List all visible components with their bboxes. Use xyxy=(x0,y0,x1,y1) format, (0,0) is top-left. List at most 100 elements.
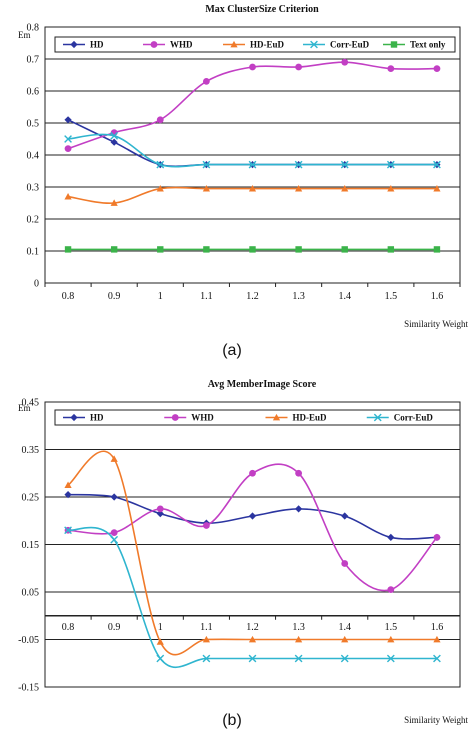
x-tick-label: 1.3 xyxy=(292,291,305,302)
data-point xyxy=(295,185,303,192)
data-point xyxy=(157,246,164,253)
x-tick-label: 0.9 xyxy=(108,291,121,302)
y-tick-label: 0.25 xyxy=(22,493,40,504)
data-point xyxy=(341,58,349,66)
data-point xyxy=(110,493,118,501)
data-point xyxy=(248,512,257,520)
series-text-only xyxy=(64,246,441,253)
legend-label: HD-EuD xyxy=(250,40,285,50)
data-point xyxy=(110,535,119,544)
legend-marker xyxy=(70,413,78,422)
data-point xyxy=(64,116,72,124)
data-point xyxy=(203,246,210,253)
data-point xyxy=(249,246,256,253)
x-tick-label: 1.1 xyxy=(200,622,213,633)
data-point xyxy=(202,160,211,169)
data-point xyxy=(156,638,164,645)
series-line xyxy=(67,450,437,656)
data-point xyxy=(341,635,349,643)
data-point xyxy=(248,654,257,663)
x-tick-label: 1.4 xyxy=(338,291,351,302)
legend-marker xyxy=(70,40,78,49)
data-point xyxy=(202,78,210,85)
data-point xyxy=(386,654,395,663)
x-tick-label: 1.2 xyxy=(246,291,259,302)
caption-a: (a) xyxy=(222,342,242,359)
y-tick-label: 0.15 xyxy=(22,540,40,551)
legend-label: HD xyxy=(90,40,104,50)
x-tick-label: 1.2 xyxy=(246,622,259,633)
series-layer xyxy=(64,450,441,669)
data-point xyxy=(64,246,72,253)
chart-title: Max ClusterSize Criterion xyxy=(205,4,319,15)
series-corr-eud xyxy=(64,131,441,169)
data-point xyxy=(433,533,441,541)
data-point xyxy=(433,654,441,663)
y-tick-label: 0.6 xyxy=(27,87,40,98)
x-tick-label: 1.6 xyxy=(431,622,444,633)
data-point xyxy=(202,522,210,529)
data-point xyxy=(387,533,395,541)
chart-b: Avg MemberImage Score Em -0.15 -0.05 0.05 0… xyxy=(18,379,468,725)
series-line xyxy=(67,119,437,168)
series-line xyxy=(67,526,437,669)
legend-entry: Text only xyxy=(383,40,446,50)
data-point xyxy=(202,635,210,643)
y-tick-label: 0.05 xyxy=(22,588,40,599)
series-hd-eud xyxy=(64,450,441,656)
legend-label: Corr-EuD xyxy=(394,413,434,423)
legend-marker xyxy=(171,414,179,421)
legend-label: HD-EuD xyxy=(293,413,328,423)
legend-marker xyxy=(150,41,158,48)
y-tick-label: 0.3 xyxy=(27,183,40,194)
data-point xyxy=(387,65,395,72)
grid xyxy=(44,401,461,688)
data-point xyxy=(249,469,256,477)
y-tick-label: 0.45 xyxy=(22,398,40,409)
data-point xyxy=(387,246,395,253)
legend-entry: HD-EuD xyxy=(265,413,328,423)
y-tick-label: 0.1 xyxy=(27,247,40,258)
data-point xyxy=(387,635,395,643)
data-point xyxy=(294,654,303,663)
data-point xyxy=(156,116,164,124)
data-point xyxy=(248,635,257,643)
data-point xyxy=(340,160,349,169)
data-point xyxy=(110,455,118,462)
y-tick-labels: -0.15 -0.05 0.05 0.15 0.25 0.35 0.45 xyxy=(18,398,39,694)
x-tick-label: 1 xyxy=(158,291,163,302)
data-point xyxy=(295,63,303,71)
y-tick-label: 0.7 xyxy=(27,55,40,66)
data-point xyxy=(249,63,256,71)
data-point xyxy=(248,185,257,192)
data-point xyxy=(295,469,303,477)
y-tick-label: -0.15 xyxy=(18,683,39,694)
x-tick-label: 1.6 xyxy=(431,291,444,302)
legend-marker xyxy=(373,413,382,422)
y-tick-labels: 0 0.1 0.2 0.3 0.4 0.5 0.6 0.7 0.8 xyxy=(27,23,40,290)
series-hd xyxy=(64,116,441,169)
x-tick-label: 1.5 xyxy=(385,291,398,302)
legend-marker xyxy=(272,413,281,421)
data-point xyxy=(340,654,349,663)
x-tick-labels: 0.8 0.9 1 1.1 1.2 1.3 1.4 1.5 1.6 xyxy=(62,291,443,302)
caption-b-wrap: (b) xyxy=(222,712,242,729)
data-point xyxy=(295,635,303,643)
legend-box xyxy=(54,36,456,53)
series-layer xyxy=(64,58,441,253)
data-point xyxy=(110,199,118,206)
data-point xyxy=(294,160,303,169)
y-tick-label: 0.4 xyxy=(27,151,40,162)
data-point xyxy=(295,246,302,253)
legend-marker xyxy=(310,40,318,49)
data-point xyxy=(64,526,72,535)
y-tick-label: 0.8 xyxy=(27,23,40,34)
x-axis-label: Similarity Weight xyxy=(404,319,468,329)
data-point xyxy=(433,185,441,192)
chart-a: Max ClusterSize Criterion Em 00.10.20.30… xyxy=(18,4,468,359)
y-axis-label: Em xyxy=(18,30,31,40)
legend-label: Text only xyxy=(410,40,446,50)
data-point xyxy=(387,586,395,594)
y-tick-label: 0.5 xyxy=(27,119,40,130)
x-tick-label: 1.3 xyxy=(292,622,305,633)
